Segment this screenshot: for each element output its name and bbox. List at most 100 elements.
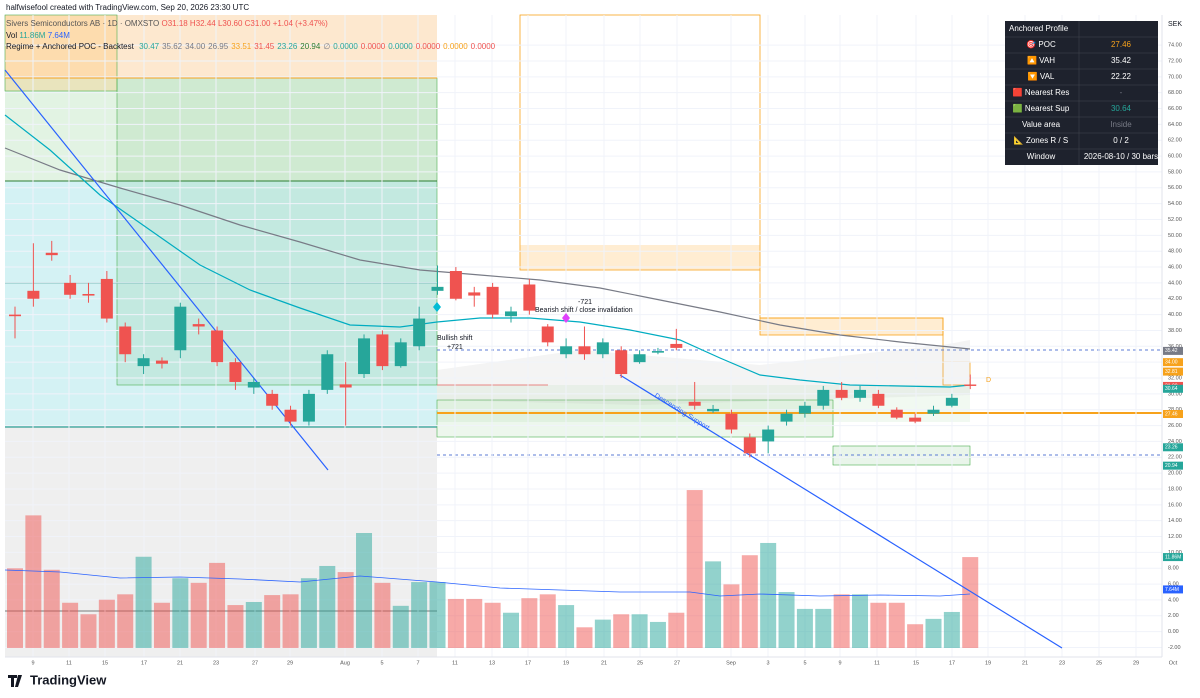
candle-body [964,384,977,386]
y-tick-label: 62.00 [1168,138,1182,144]
zone [5,181,437,427]
volume-bar [337,572,354,648]
volume-bar [484,602,501,648]
table-value: - [1120,88,1123,97]
price-tag-label: 31.00 [1165,383,1178,389]
y-tick-label: 10.00 [1168,550,1182,556]
candle-body [413,318,426,347]
candle-body [633,354,646,363]
table-title: Anchored Profile [1009,24,1069,33]
y-tick-label: 42.00 [1168,296,1182,302]
annotation: D [986,377,991,384]
y-tick-label: 26.00 [1168,423,1182,429]
candle-body [229,362,242,382]
y-tick-label: -2.00 [1168,645,1181,651]
candle-body [174,306,187,351]
y-tick-label: 54.00 [1168,201,1182,207]
y-tick-label: 20.00 [1168,471,1182,477]
moving-average [4,147,971,350]
price-tag [1163,461,1183,470]
volume-bar [190,582,207,648]
volume-bar [135,556,152,648]
indicator-value: 20.94 [300,42,321,51]
volume-bar [172,578,189,648]
candle-body [64,282,77,295]
footer: TradingView [30,672,107,687]
zone [116,77,438,386]
volume-bar [705,561,722,648]
y-tick-label: 58.00 [1168,169,1182,175]
volume-bar [576,627,593,648]
volume-bar [870,602,887,648]
y-tick-label: 68.00 [1168,90,1182,96]
zone [759,270,971,386]
indicator-value: 0.0000 [360,42,386,51]
price-tag [1163,409,1183,418]
indicator-value: 30.47 [139,42,160,51]
candle-body [707,408,720,412]
x-tick-label: 17 [141,660,147,666]
indicator-value: 34.00 [185,42,206,51]
volume-bar [521,598,538,648]
y-tick-label: 64.00 [1168,122,1182,128]
x-tick-label: 9 [31,660,34,666]
annotation: Bearish shift / close invalidation [535,307,633,314]
x-tick-label: 17 [949,660,955,666]
table-label: 🟩 Nearest Sup [1013,103,1070,113]
y-tick-label: 12.00 [1168,534,1182,540]
candle-body [541,326,554,343]
y-tick-label: 34.00 [1168,360,1182,366]
price-tag-label: 34.00 [1165,359,1178,365]
volume-bar [686,490,703,648]
x-tick-label: 5 [803,660,806,666]
y-tick-label: 52.00 [1168,217,1182,223]
volume-bar [466,598,483,648]
candle-body [504,311,517,317]
trendline [619,374,1063,649]
band [437,340,970,405]
table-label: 🔼 VAH [1027,55,1055,65]
table-value: 0 / 2 [1113,136,1129,145]
symbol: Sivers Semiconductors AB · 1D · OMXSTO [6,19,160,28]
candle-body [192,324,205,327]
x-tick-label: 9 [838,660,841,666]
indicator-value: 0.0000 [470,42,496,51]
candle-body [376,334,389,367]
candle-body [358,338,371,375]
volume-bar [796,608,813,648]
candle-body [321,354,334,390]
volume-bar [25,515,42,648]
volume-bar [209,562,226,648]
y-tick-label: 40.00 [1168,312,1182,318]
price-tag [1163,585,1183,594]
y-tick-label: 48.00 [1168,249,1182,255]
annotation: Descending Support [653,392,711,432]
candle-body [615,350,628,375]
indicator-value: 0.0000 [443,42,468,51]
signal [433,302,441,312]
candle-body [100,278,113,319]
volume-bar [649,621,666,648]
candle-body [468,292,481,296]
candle-body [817,389,830,406]
x-tick-label: Aug [340,660,350,666]
volume-bar [907,624,924,648]
price-tag-label: 7.64M [1165,587,1179,593]
volume-bar [558,605,575,648]
y-tick-label: 14.00 [1168,518,1182,524]
signal [562,313,570,323]
price-tag [1163,367,1183,376]
volume-bar [356,533,373,648]
candle-body [82,293,95,296]
volume-bar [594,619,611,648]
candle-body [780,413,793,422]
y-tick-label: 38.00 [1168,328,1182,334]
volume-bar [282,594,299,648]
y-tick-label: 50.00 [1168,233,1182,239]
candle-body [394,342,407,367]
y-tick-label: 72.00 [1168,58,1182,64]
x-tick-label: 29 [287,660,293,666]
vol-value: 7.64M [47,31,70,40]
table-label: 🎯 POC [1026,40,1056,49]
